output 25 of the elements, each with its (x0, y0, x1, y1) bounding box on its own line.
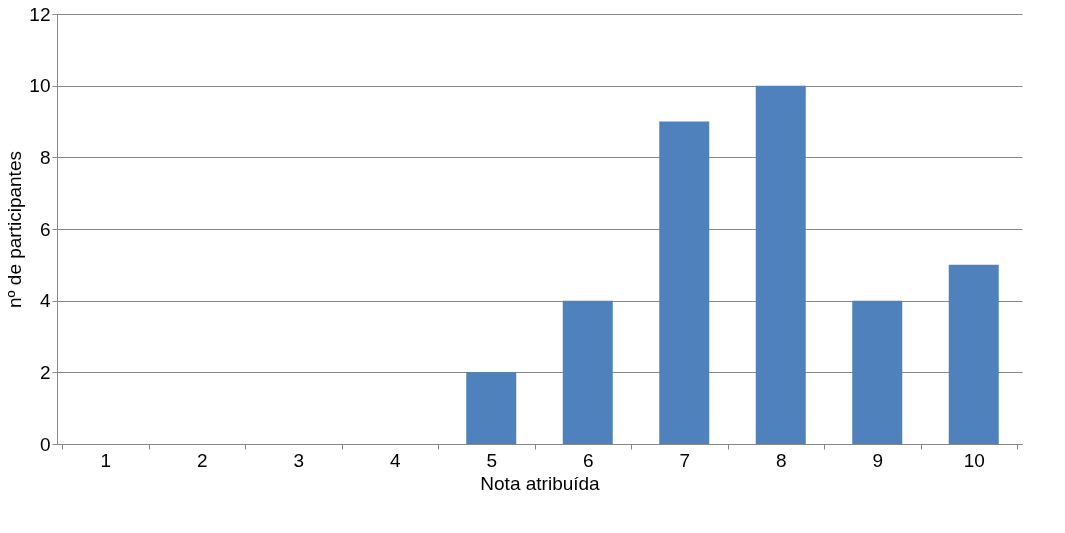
y-axis-title: nº de participantes (4, 151, 26, 308)
x-tick-label: 7 (679, 449, 691, 471)
bar (948, 264, 999, 444)
bar (466, 372, 517, 444)
y-tick-label: 0 (39, 433, 51, 455)
bar (659, 121, 710, 444)
x-tick-label: 9 (872, 449, 884, 471)
x-tick-label: 4 (389, 449, 401, 471)
bar (852, 300, 903, 444)
x-tick-label: 2 (196, 449, 208, 471)
x-tick-label: 1 (100, 449, 112, 471)
y-tick-label: 2 (39, 361, 51, 383)
x-tick-label: 6 (582, 449, 594, 471)
x-tick-label: 3 (293, 449, 305, 471)
x-axis-title: Nota atribuída (480, 472, 601, 494)
y-tick-label: 8 (39, 146, 51, 168)
x-tick-label: 10 (963, 449, 985, 471)
y-tick-label: 12 (29, 3, 51, 25)
bar (562, 300, 613, 444)
bar (755, 85, 806, 444)
x-tick-label: 8 (775, 449, 787, 471)
y-tick-label: 6 (39, 218, 51, 240)
x-tick-label: 5 (486, 449, 498, 471)
y-tick-label: 10 (29, 75, 51, 97)
y-tick-label: 4 (39, 290, 51, 312)
